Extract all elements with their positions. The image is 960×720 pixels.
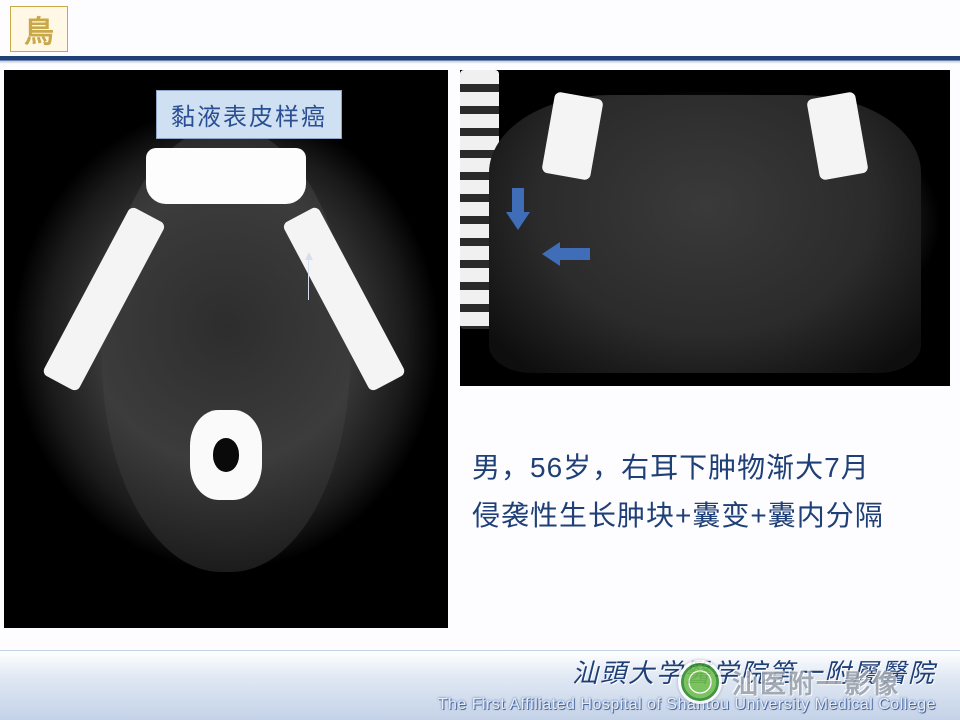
coronal-arrow-left <box>542 242 560 266</box>
diagnosis-label-text: 黏液表皮样癌 <box>171 104 327 131</box>
institution-logo: 鳥 <box>10 6 68 52</box>
ct-axial-image <box>4 70 448 628</box>
ct-coronal-panel <box>460 70 950 386</box>
axial-spinal-canal <box>213 438 240 471</box>
axial-thin-arrow <box>308 254 309 300</box>
watermark: 汕医附一影像 <box>678 660 900 704</box>
diagnosis-label: 黏液表皮样癌 <box>156 90 342 139</box>
footer: 汕頭大学醫学院第一附屬醫院 The First Affiliated Hospi… <box>0 650 960 720</box>
watermark-text: 汕医附一影像 <box>732 664 900 701</box>
wechat-icon <box>678 660 722 704</box>
slide-root: 鳥 黏液表皮样癌 <box>0 0 960 720</box>
content-area: 黏液表皮样癌 男，56岁，右耳下肿物渐大7月 侵袭性生长肿块+囊变+囊内分隔 <box>0 64 960 650</box>
header-separator <box>0 56 960 64</box>
ct-coronal-image <box>460 70 950 386</box>
coronal-arrow-down-stem <box>512 188 524 214</box>
ct-axial-panel: 黏液表皮样癌 <box>4 70 448 628</box>
case-description: 男，56岁，右耳下肿物渐大7月 侵袭性生长肿块+囊变+囊内分隔 <box>472 444 946 539</box>
case-line-2: 侵袭性生长肿块+囊变+囊内分隔 <box>472 492 946 540</box>
logo-glyph: 鳥 <box>24 7 54 51</box>
coronal-arrow-left-stem <box>560 248 590 260</box>
case-line-1: 男，56岁，右耳下肿物渐大7月 <box>472 444 946 492</box>
coronal-arrow-down <box>506 212 530 230</box>
axial-teeth <box>146 148 306 204</box>
